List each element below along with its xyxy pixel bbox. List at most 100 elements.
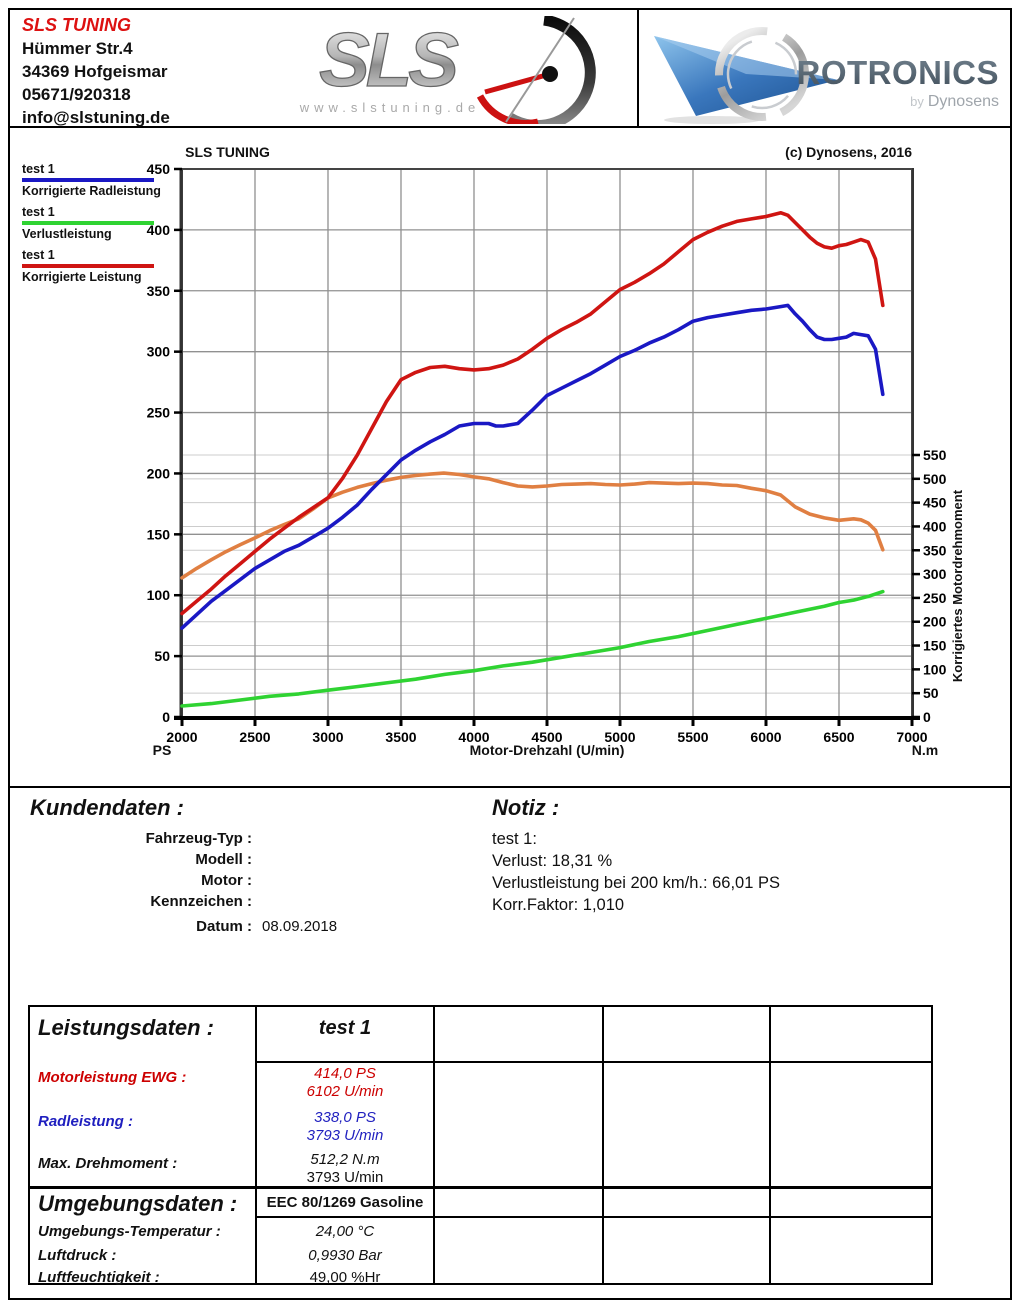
gauge-diagonal-line (505, 17, 575, 123)
left-tick-label: 0 (162, 709, 170, 725)
right-tick-label: 150 (923, 638, 947, 654)
chart-copyright: (c) Dynosens, 2016 (785, 144, 912, 160)
x-tick-label: 3500 (385, 729, 416, 745)
company-address: SLS TUNING Hümmer Str.4 34369 Hofgeismar… (22, 14, 170, 129)
gauge-needle (484, 71, 551, 95)
header-divider (8, 126, 1012, 128)
run-column-header: test 1 (318, 1017, 372, 1039)
env-column-header: EEC 80/1269 Gasoline (266, 1194, 424, 1211)
left-tick-label: 350 (147, 283, 171, 299)
right-tick-label: 500 (923, 471, 947, 487)
gauge-pivot (542, 66, 558, 82)
row-label-radleistung: Radleistung : (38, 1113, 134, 1130)
right-tick-label: 0 (923, 709, 931, 725)
rotronics-triangle (654, 36, 838, 116)
legend-run-label: test 1 (22, 205, 55, 219)
address-line: Hümmer Str.4 (22, 39, 133, 58)
row-label-drehmoment: Max. Drehmoment : (38, 1155, 178, 1172)
value-rpm: 3793 U/min (306, 1169, 384, 1186)
legend-line-red (22, 264, 154, 268)
table-column-divider (255, 1007, 257, 1283)
chart-title: SLS TUNING (185, 144, 270, 160)
logo-shadow (664, 116, 760, 124)
x-tick-label: 5500 (677, 729, 708, 745)
right-tick-label: 450 (923, 495, 947, 511)
left-tick-label: 300 (147, 344, 171, 360)
field-label-fahrzeugtyp: Fahrzeug-Typ : (145, 830, 252, 847)
table-column-divider (602, 1007, 604, 1283)
x-tick-label: 4000 (458, 729, 489, 745)
address-line: 05671/920318 (22, 85, 131, 104)
value-luftfeuchtigkeit: 49,00 %Hr (309, 1269, 381, 1286)
curve-verlustleistung (180, 589, 885, 708)
x-tick-label: 2500 (239, 729, 270, 745)
left-tick-label: 450 (147, 161, 171, 177)
note-line: Verlust: 18,31 % (492, 852, 613, 870)
gauge-arc-red (476, 94, 539, 124)
right-tick-label: 350 (923, 542, 947, 558)
row-label-luftfeuchtigkeit: Luftfeuchtigkeit : (38, 1269, 160, 1286)
curve-korrigierte-radleistung (180, 303, 885, 630)
kundendaten-heading: Kundendaten : (30, 795, 184, 820)
results-table: Leistungsdaten : test 1 Motorleistung EW… (28, 1005, 933, 1286)
x-tick-label: 6500 (823, 729, 854, 745)
table-column-divider (433, 1007, 435, 1283)
legend-line-blue (22, 178, 154, 182)
x-tick-label: 2000 (166, 729, 197, 745)
left-tick-label: 400 (147, 222, 171, 238)
x-tick-label: 5000 (604, 729, 635, 745)
address-line: 34369 Hofgeismar (22, 62, 168, 81)
rotronics-brand-text: ROTRONICS (797, 54, 1000, 91)
customer-field-labels: Fahrzeug-Typ : Modell : Motor : Kennzeic… (30, 828, 252, 912)
value-drehmoment: 512,2 N.m 3793 U/min (257, 1151, 433, 1187)
company-name: SLS TUNING (22, 15, 132, 35)
x-tick-label: 7000 (896, 729, 927, 745)
row-label-motorleistung: Motorleistung EWG : (38, 1069, 187, 1086)
date-value: 08.09.2018 (262, 918, 338, 935)
rotronics-byline: by Dynosens (910, 93, 999, 110)
right-tick-label: 200 (923, 614, 947, 630)
address-line: info@slstuning.de (22, 108, 170, 127)
legend-run-label: test 1 (22, 162, 55, 176)
dyno-chart: 2000 2500 3000 3500 4000 4500 5000 5500 6000 6500… (147, 161, 947, 745)
table-section-divider (30, 1186, 931, 1189)
sls-logo-url: www.slstuning.de (299, 100, 480, 115)
value-temperatur: 24,00 °C (315, 1223, 375, 1240)
row-label-temperatur: Umgebungs-Temperatur : (38, 1223, 221, 1240)
header-logo-divider (637, 8, 639, 128)
note-line: test 1: (492, 830, 537, 848)
date-label: Datum : (196, 918, 252, 935)
x-tick-label: 3000 (312, 729, 343, 745)
rotronics-logo: ROTRONICS by Dynosens (654, 27, 1000, 124)
curve-korrigierte-leistung (180, 211, 885, 616)
right-tick-label: 550 (923, 447, 947, 463)
left-tick-label: 100 (147, 587, 171, 603)
chart-footer-divider (8, 786, 1012, 788)
value-ps: 338,0 PS (314, 1109, 376, 1126)
field-label-motor: Motor : (201, 872, 252, 889)
rotronics-ring (715, 27, 809, 121)
field-label-kennzeichen: Kennzeichen : (150, 893, 252, 910)
row-label-luftdruck: Luftdruck : (38, 1247, 117, 1264)
note-line: Verlustleistung bei 200 km/h.: 66,01 PS (492, 874, 781, 892)
umgebungsdaten-heading: Umgebungsdaten : (38, 1191, 238, 1216)
legend-entry-leistung: test 1 Korrigierte Leistung (22, 248, 162, 285)
rotronics-triangle-facet (654, 36, 838, 80)
leistungsdaten-heading: Leistungsdaten : (38, 1015, 215, 1040)
right-axis-unit: N.m (911, 742, 939, 758)
value-motorleistung: 414,0 PS 6102 U/min (257, 1065, 433, 1101)
left-tick-label: 50 (154, 648, 170, 664)
value-luftdruck: 0,9930 Bar (308, 1247, 382, 1264)
legend-series-label: Korrigierte Radleistung (22, 184, 161, 198)
legend-series-label: Korrigierte Leistung (22, 270, 142, 284)
value-rpm: 3793 U/min (306, 1127, 384, 1144)
right-tick-label: 50 (923, 685, 939, 701)
x-axis-label: Motor-Drehzahl (U/min) (469, 742, 625, 758)
env-header-underline (255, 1216, 931, 1218)
right-tick-label: 100 (923, 661, 947, 677)
sls-logo: SLS www.slstuning.de (299, 16, 596, 124)
gauge-arc-black (507, 16, 596, 124)
page-frame (8, 8, 1012, 1300)
legend-line-green (22, 221, 154, 225)
